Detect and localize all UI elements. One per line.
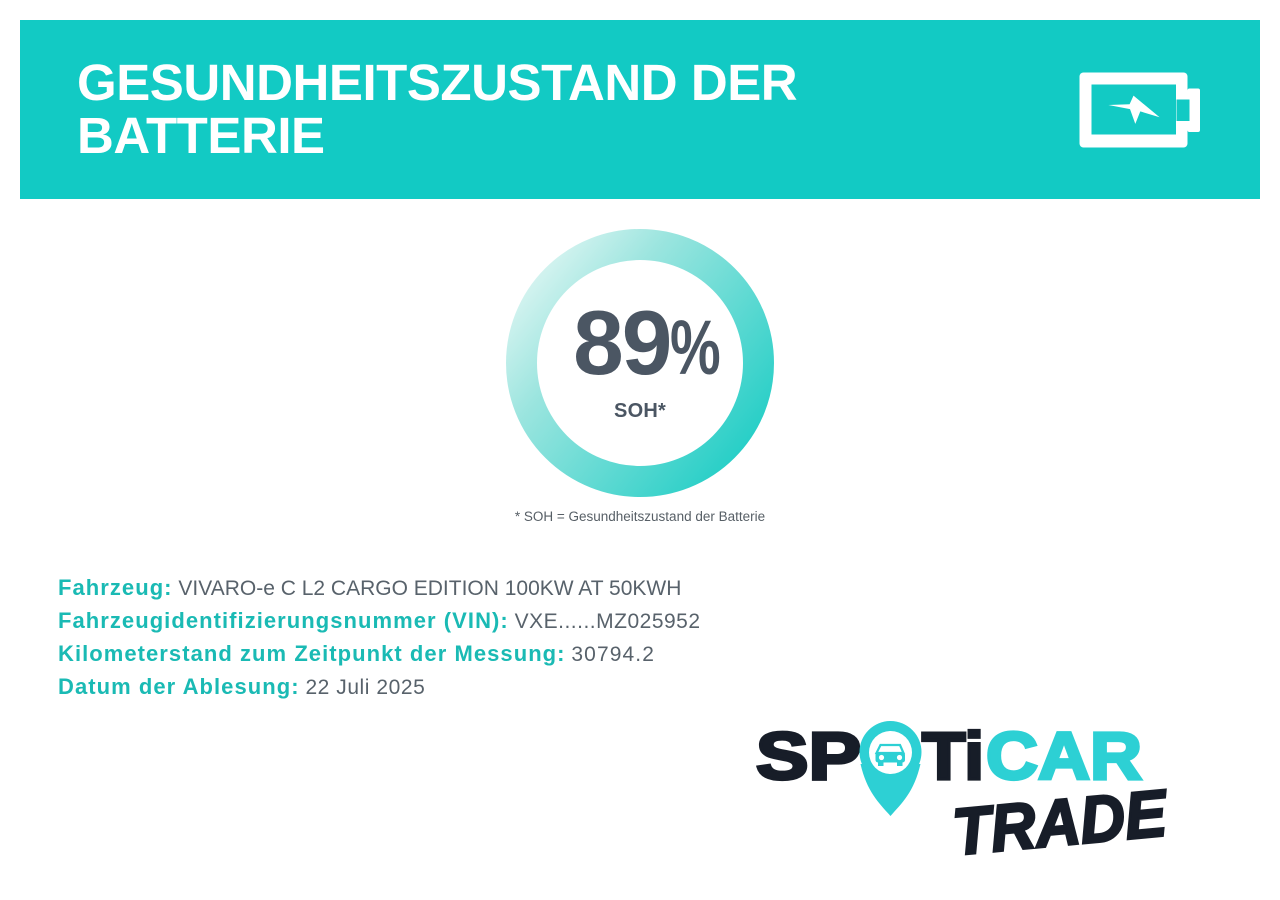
svg-text:Ti: Ti <box>922 719 984 794</box>
svg-text:SP: SP <box>756 719 861 794</box>
svg-text:CAR: CAR <box>986 719 1142 794</box>
